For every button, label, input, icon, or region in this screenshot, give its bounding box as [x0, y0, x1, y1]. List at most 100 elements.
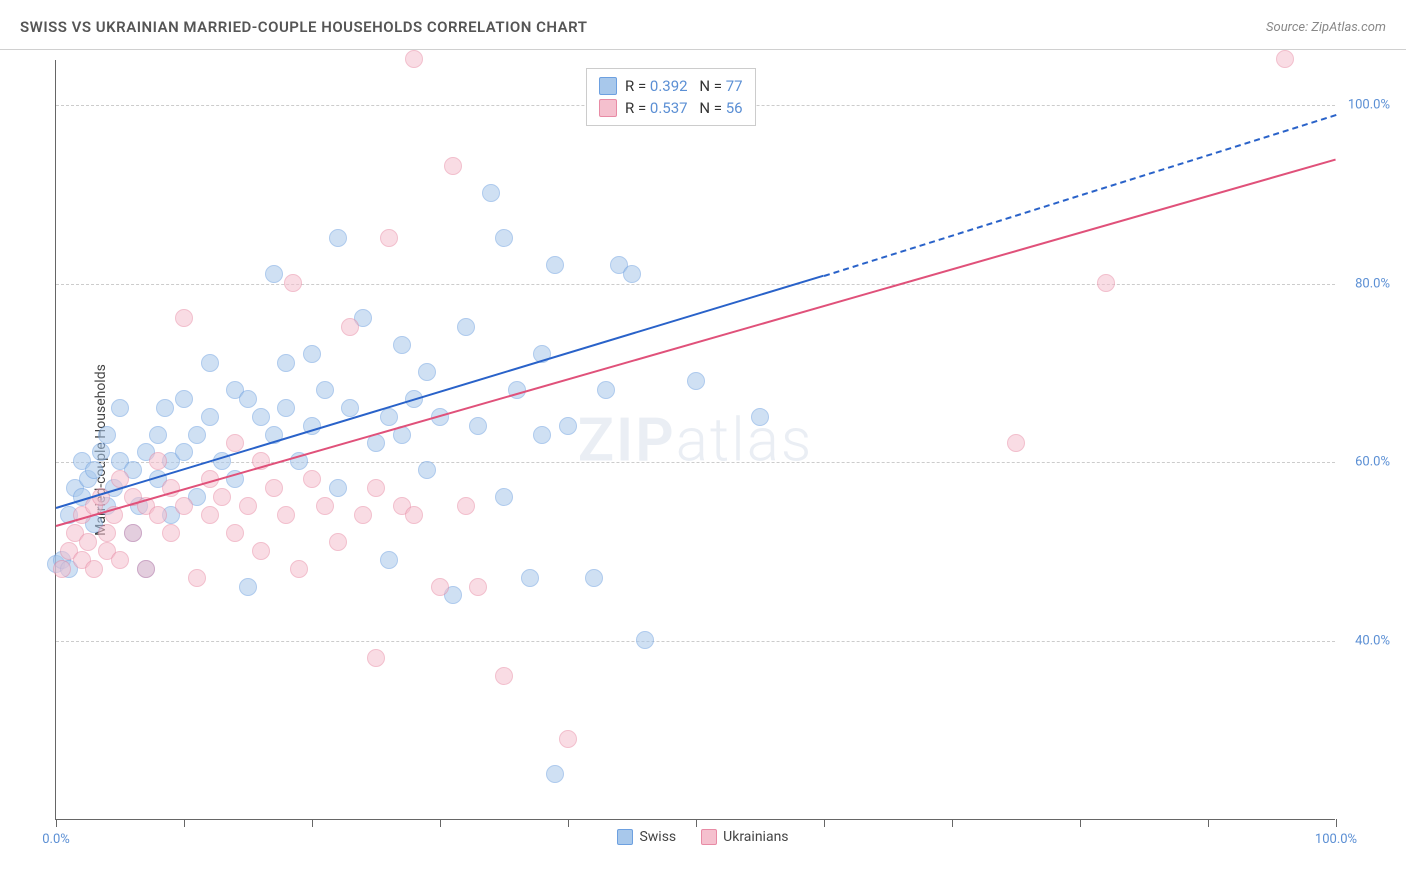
ukrainians-point [85, 560, 103, 578]
swiss-point [418, 461, 436, 479]
xtick [56, 819, 57, 827]
ukrainians-point [354, 506, 372, 524]
xtick [952, 819, 953, 827]
plot-area: ZIPatlas R = 0.392 N = 77 R = 0.537 N = … [55, 60, 1335, 820]
swiss-point [252, 408, 270, 426]
xtick [1208, 819, 1209, 827]
ukrainians-point [367, 479, 385, 497]
swiss-point [393, 336, 411, 354]
ukrainians-point [405, 506, 423, 524]
ukrainians-point [53, 560, 71, 578]
swiss-point [149, 426, 167, 444]
swiss-point [239, 390, 257, 408]
ukr-swatch-icon [599, 99, 617, 117]
legend-label-ukr: Ukrainians [723, 829, 788, 845]
ukrainians-point [175, 309, 193, 327]
ukrainians-point [1097, 274, 1115, 292]
xtick [184, 819, 185, 827]
swiss-point [341, 399, 359, 417]
swiss-point [188, 426, 206, 444]
ukrainians-point [341, 318, 359, 336]
swiss-point [585, 569, 603, 587]
ukrainians-point [559, 730, 577, 748]
swiss-point [751, 408, 769, 426]
legend-item-ukr: Ukrainians [701, 829, 788, 845]
ytick-label: 40.0% [1340, 634, 1390, 649]
ukrainians-point [265, 479, 283, 497]
swiss-point [175, 443, 193, 461]
chart-title: SWISS VS UKRAINIAN MARRIED-COUPLE HOUSEH… [20, 18, 587, 36]
watermark: ZIPatlas [578, 404, 814, 475]
ukrainians-point [149, 452, 167, 470]
ukrainians-point [239, 497, 257, 515]
swiss-R: 0.392 [650, 77, 688, 95]
ukrainians-point [137, 560, 155, 578]
swiss-point [482, 184, 500, 202]
swiss-point [495, 488, 513, 506]
ukrainians-point [469, 578, 487, 596]
swiss-point [623, 265, 641, 283]
swiss-legend-swatch-icon [617, 829, 633, 845]
swiss-point [277, 399, 295, 417]
ukrainians-point [149, 506, 167, 524]
swiss-point [597, 381, 615, 399]
ukrainians-point [277, 506, 295, 524]
xtick [696, 819, 697, 827]
ukrainians-point [431, 578, 449, 596]
swiss-point [559, 417, 577, 435]
ukrainians-point [457, 497, 475, 515]
swiss-point [111, 399, 129, 417]
ukrainians-point [201, 506, 219, 524]
ytick-label: 80.0% [1340, 276, 1390, 291]
ukrainians-point [405, 50, 423, 68]
trend-line-dash [824, 114, 1337, 277]
ukrainians-point [79, 533, 97, 551]
ukrainians-point [329, 533, 347, 551]
swiss-point [329, 229, 347, 247]
ukrainians-point [316, 497, 334, 515]
ukrainians-point [98, 524, 116, 542]
trend-line [56, 158, 1337, 527]
ukrainians-point [367, 649, 385, 667]
ytick-label: 60.0% [1340, 455, 1390, 470]
stats-row-ukr: R = 0.537 N = 56 [599, 97, 743, 119]
swiss-point [636, 631, 654, 649]
swiss-point [239, 578, 257, 596]
swiss-point [495, 229, 513, 247]
ukrainians-point [1007, 434, 1025, 452]
swiss-point [175, 390, 193, 408]
ukrainians-point [380, 229, 398, 247]
xtick [824, 819, 825, 827]
swiss-point [380, 408, 398, 426]
stats-row-swiss: R = 0.392 N = 77 [599, 75, 743, 97]
gridline [56, 462, 1335, 463]
swiss-point [329, 479, 347, 497]
swiss-point [201, 408, 219, 426]
ukrainians-point [284, 274, 302, 292]
trend-line [56, 275, 825, 509]
xtick [312, 819, 313, 827]
swiss-point [92, 443, 110, 461]
xtick [568, 819, 569, 827]
ukrainians-point [213, 488, 231, 506]
swiss-point [546, 256, 564, 274]
chart-header: SWISS VS UKRAINIAN MARRIED-COUPLE HOUSEH… [0, 0, 1406, 50]
xtick [1336, 819, 1337, 827]
ukrainians-point [124, 524, 142, 542]
gridline [56, 641, 1335, 642]
swiss-point [521, 569, 539, 587]
swiss-point [457, 318, 475, 336]
xtick [1080, 819, 1081, 827]
plot-outer: Married-couple Households ZIPatlas R = 0… [0, 50, 1406, 850]
swiss-point [316, 381, 334, 399]
swiss-point [469, 417, 487, 435]
ukrainians-point [252, 542, 270, 560]
ukrainians-point [175, 497, 193, 515]
swiss-swatch-icon [599, 77, 617, 95]
bottom-legend: Swiss Ukrainians [0, 829, 1406, 845]
swiss-point [380, 551, 398, 569]
ukrainians-point [188, 569, 206, 587]
legend-label-swiss: Swiss [639, 829, 676, 845]
ukrainians-point [162, 524, 180, 542]
ukrainians-point [495, 667, 513, 685]
